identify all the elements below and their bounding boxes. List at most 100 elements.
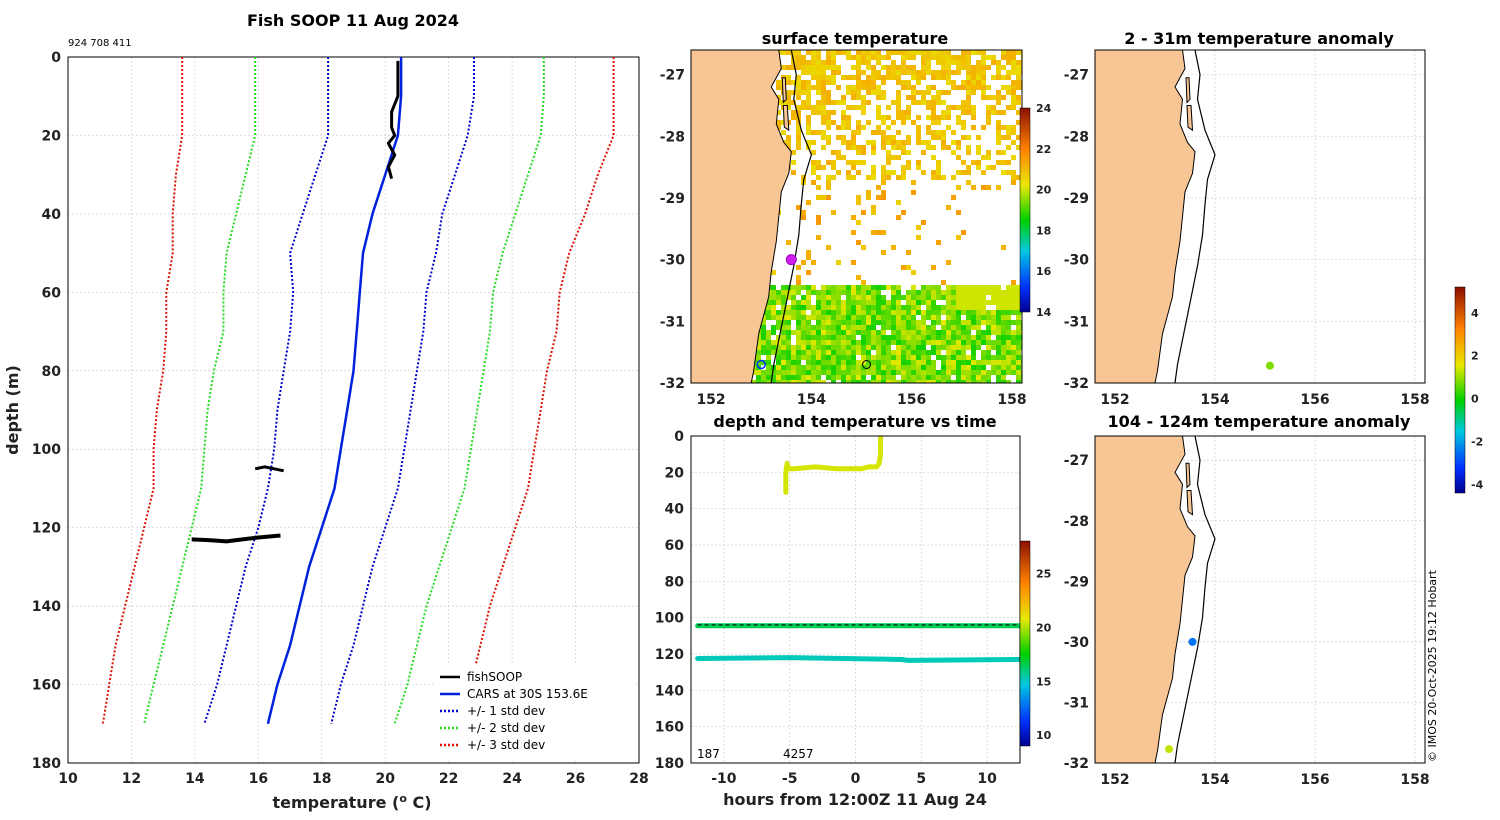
sst-cell xyxy=(946,330,951,335)
sst-cell xyxy=(856,200,861,205)
sst-cell xyxy=(951,80,956,85)
sst-cell xyxy=(901,150,906,155)
sst-cell xyxy=(871,330,876,335)
sst-cell xyxy=(936,175,941,180)
sst-cell xyxy=(911,325,916,330)
sst-cell xyxy=(981,355,986,360)
sst-cell xyxy=(876,75,881,80)
sst-cell xyxy=(941,305,946,310)
sst-cell xyxy=(831,345,836,350)
sst-cell xyxy=(781,350,786,355)
sst-cell xyxy=(846,340,851,345)
x-tick-label: 0 xyxy=(851,771,861,787)
sst-cell xyxy=(951,175,956,180)
sst-cell xyxy=(906,315,911,320)
sst-cell xyxy=(826,195,831,200)
sst-cell xyxy=(816,195,821,200)
sst-cell xyxy=(886,125,891,130)
sst-cell xyxy=(941,65,946,70)
sst-cell xyxy=(806,125,811,130)
sst-cell xyxy=(821,290,826,295)
sst-cell xyxy=(831,60,836,65)
sst-cell xyxy=(791,80,796,85)
lat-tick-label: -32 xyxy=(1064,756,1089,772)
sst-cell xyxy=(846,55,851,60)
sst-cell xyxy=(836,285,841,290)
anomaly-deep-ticks: 152 154 156 158-27-28-29-30-31-32 xyxy=(1064,453,1430,788)
sst-cell xyxy=(806,375,811,380)
sst-cell xyxy=(1006,290,1011,295)
sst-cell xyxy=(791,365,796,370)
sst-cell xyxy=(806,295,811,300)
lat-tick-label: -29 xyxy=(1064,574,1089,590)
sst-cell xyxy=(916,360,921,365)
sst-cell xyxy=(1016,305,1021,310)
sst-cell xyxy=(891,70,896,75)
sst-cell xyxy=(816,365,821,370)
x-tick-label: 5 xyxy=(916,771,926,787)
sst-cell xyxy=(1006,285,1011,290)
sst-cell xyxy=(756,355,761,360)
sst-cell xyxy=(806,250,811,255)
sst-cell xyxy=(841,305,846,310)
sst-cell xyxy=(846,50,851,55)
sst-cell xyxy=(931,265,936,270)
sst-cell xyxy=(851,305,856,310)
sst-cell xyxy=(921,285,926,290)
sst-cell xyxy=(996,150,1001,155)
lon-tick-label: 156 xyxy=(1300,392,1329,408)
sst-cell xyxy=(831,340,836,345)
sst-cell xyxy=(941,370,946,375)
sst-cell xyxy=(966,180,971,185)
sst-cell xyxy=(946,380,951,383)
sst-cell xyxy=(946,350,951,355)
sst-cell xyxy=(891,325,896,330)
sst-cell xyxy=(1006,330,1011,335)
lon-tick-label: 158 xyxy=(1400,772,1429,788)
sst-cell xyxy=(916,165,921,170)
sst-cell xyxy=(826,360,831,365)
sst-cell xyxy=(1006,340,1011,345)
sst-cell xyxy=(881,375,886,380)
sst-cell xyxy=(996,310,1001,315)
sst-cell xyxy=(1016,110,1021,115)
sst-cell xyxy=(951,345,956,350)
sst-cell xyxy=(976,340,981,345)
sst-cell xyxy=(846,145,851,150)
sst-cell xyxy=(816,80,821,85)
sst-cell xyxy=(976,70,981,75)
land-mass xyxy=(1095,50,1196,383)
sst-cell xyxy=(1011,85,1016,90)
sst-cell xyxy=(816,325,821,330)
sst-cell xyxy=(946,70,951,75)
sst-cell xyxy=(796,300,801,305)
sst-cell xyxy=(816,160,821,165)
sst-cell xyxy=(1016,345,1021,350)
sst-cell xyxy=(966,135,971,140)
sst-cell xyxy=(831,335,836,340)
sst-cell xyxy=(846,355,851,360)
sst-cell xyxy=(946,145,951,150)
sst-cell xyxy=(776,95,781,100)
sst-cell xyxy=(1001,330,1006,335)
sst-cell xyxy=(971,360,976,365)
sst-cell xyxy=(876,365,881,370)
sst-cell xyxy=(806,140,811,145)
sst-cell xyxy=(971,350,976,355)
sst-cell xyxy=(851,370,856,375)
sst-cell xyxy=(786,360,791,365)
sst-cell xyxy=(891,340,896,345)
surface-colorbar xyxy=(1019,107,1031,313)
sst-cell xyxy=(891,290,896,295)
sst-cell xyxy=(836,85,841,90)
sst-cell xyxy=(901,305,906,310)
sst-cell xyxy=(1011,170,1016,175)
sst-cell xyxy=(781,50,786,55)
sst-cell xyxy=(996,135,1001,140)
y-tick-label: 20 xyxy=(42,128,62,144)
sst-cell xyxy=(946,110,951,115)
sst-cell xyxy=(891,350,896,355)
sst-cell xyxy=(811,260,816,265)
sst-cell xyxy=(856,50,861,55)
sst-cell xyxy=(931,305,936,310)
